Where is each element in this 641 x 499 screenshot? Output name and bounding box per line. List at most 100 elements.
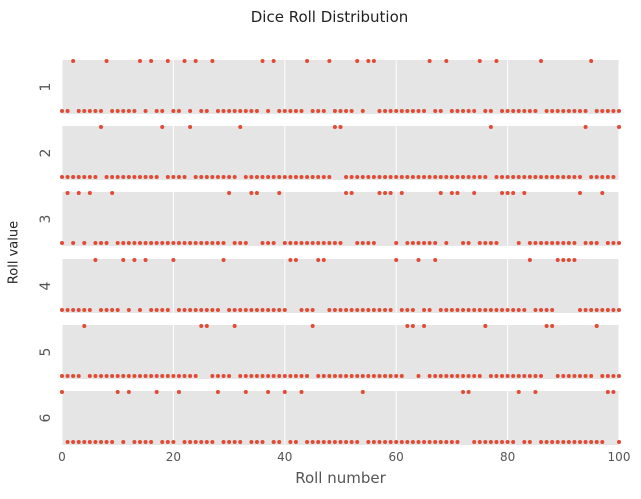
roll-point-68-panel-5 xyxy=(438,374,443,378)
roll-point-66-panel-2 xyxy=(427,175,432,179)
roll-point-11-panel-5 xyxy=(121,374,126,378)
roll-point-85-panel-6 xyxy=(533,390,538,394)
roll-point-72-panel-3 xyxy=(461,241,466,245)
roll-point-60-panel-6 xyxy=(394,440,399,444)
roll-point-19-panel-2 xyxy=(165,175,170,179)
roll-point-77-panel-2 xyxy=(488,125,493,129)
roll-point-49-panel-3 xyxy=(332,241,337,245)
roll-point-3-panel-1 xyxy=(76,109,81,113)
roll-point-71-panel-4 xyxy=(455,308,460,312)
roll-point-67-panel-3 xyxy=(433,241,438,245)
roll-point-54-panel-1 xyxy=(360,109,365,113)
roll-point-83-panel-4 xyxy=(522,308,527,312)
roll-point-26-panel-4 xyxy=(204,308,209,312)
roll-point-7-panel-5 xyxy=(98,374,103,378)
roll-point-94-panel-3 xyxy=(583,241,588,245)
roll-point-90-panel-4 xyxy=(561,258,566,262)
roll-point-42-panel-4 xyxy=(293,258,298,262)
roll-point-90-panel-3 xyxy=(561,241,566,245)
roll-point-56-panel-6 xyxy=(371,440,376,444)
roll-point-100-panel-5 xyxy=(617,374,621,378)
roll-point-29-panel-4 xyxy=(221,258,226,262)
roll-point-76-panel-2 xyxy=(483,175,488,179)
roll-point-17-panel-6 xyxy=(154,390,159,394)
roll-point-34-panel-3 xyxy=(249,191,254,195)
roll-point-65-panel-5 xyxy=(422,324,427,328)
roll-point-41-panel-6 xyxy=(288,440,293,444)
roll-point-55-panel-2 xyxy=(366,175,371,179)
roll-point-71-panel-2 xyxy=(455,175,460,179)
roll-point-15-panel-4 xyxy=(143,258,148,262)
roll-point-100-panel-2 xyxy=(617,125,621,129)
roll-point-25-panel-4 xyxy=(199,308,204,312)
roll-point-29-panel-3 xyxy=(221,241,226,245)
roll-point-63-panel-3 xyxy=(410,241,415,245)
roll-point-51-panel-1 xyxy=(344,109,349,113)
roll-point-99-panel-1 xyxy=(611,109,616,113)
roll-point-26-panel-2 xyxy=(204,175,209,179)
roll-point-94-panel-2 xyxy=(583,125,588,129)
roll-point-61-panel-1 xyxy=(399,109,404,113)
roll-point-51-panel-5 xyxy=(344,374,349,378)
roll-point-52-panel-4 xyxy=(349,308,354,312)
roll-point-94-panel-6 xyxy=(583,440,588,444)
roll-point-46-panel-3 xyxy=(316,241,321,245)
roll-point-44-panel-2 xyxy=(305,175,310,179)
roll-point-1-panel-5 xyxy=(65,374,70,378)
roll-point-15-panel-1 xyxy=(143,109,148,113)
roll-point-0-panel-2 xyxy=(60,175,64,179)
roll-point-27-panel-4 xyxy=(210,308,215,312)
roll-point-5-panel-3 xyxy=(87,191,92,195)
roll-point-74-panel-6 xyxy=(472,440,477,444)
roll-point-41-panel-4 xyxy=(288,258,293,262)
roll-point-22-panel-4 xyxy=(182,308,187,312)
roll-point-18-panel-3 xyxy=(160,241,165,245)
roll-point-31-panel-1 xyxy=(232,109,237,113)
roll-point-7-panel-6 xyxy=(98,440,103,444)
roll-point-32-panel-4 xyxy=(238,308,243,312)
roll-point-89-panel-2 xyxy=(555,175,560,179)
roll-point-87-panel-2 xyxy=(544,175,549,179)
roll-point-26-panel-1 xyxy=(204,109,209,113)
roll-point-43-panel-1 xyxy=(299,109,304,113)
roll-point-87-panel-6 xyxy=(544,440,549,444)
roll-point-23-panel-3 xyxy=(188,241,193,245)
roll-point-56-panel-2 xyxy=(371,175,376,179)
roll-point-20-panel-1 xyxy=(171,109,176,113)
roll-point-25-panel-5 xyxy=(199,324,204,328)
roll-point-4-panel-3 xyxy=(82,241,87,245)
panel-4-label: 4 xyxy=(38,281,54,290)
roll-point-2-panel-5 xyxy=(71,374,76,378)
roll-point-82-panel-6 xyxy=(516,390,521,394)
roll-point-53-panel-3 xyxy=(355,241,360,245)
roll-point-66-panel-1 xyxy=(427,59,432,63)
roll-point-6-panel-6 xyxy=(93,440,98,444)
roll-point-42-panel-5 xyxy=(293,374,298,378)
roll-point-8-panel-5 xyxy=(104,374,109,378)
roll-point-56-panel-3 xyxy=(371,241,376,245)
roll-point-24-panel-3 xyxy=(193,241,198,245)
roll-point-79-panel-5 xyxy=(500,374,505,378)
panel-5-label: 5 xyxy=(38,348,54,357)
roll-point-13-panel-3 xyxy=(132,241,137,245)
roll-point-99-panel-2 xyxy=(611,175,616,179)
roll-point-42-panel-1 xyxy=(293,109,298,113)
roll-point-8-panel-2 xyxy=(104,175,109,179)
roll-point-93-panel-1 xyxy=(578,109,583,113)
roll-point-46-panel-6 xyxy=(316,440,321,444)
roll-point-37-panel-1 xyxy=(266,109,271,113)
roll-point-79-panel-2 xyxy=(500,175,505,179)
roll-point-67-panel-5 xyxy=(433,374,438,378)
roll-point-57-panel-2 xyxy=(377,175,382,179)
roll-point-92-panel-3 xyxy=(572,241,577,245)
roll-point-16-panel-6 xyxy=(149,440,154,444)
roll-point-13-panel-4 xyxy=(132,258,137,262)
roll-point-2-panel-4 xyxy=(71,308,76,312)
roll-point-86-panel-2 xyxy=(539,175,544,179)
roll-point-67-panel-6 xyxy=(433,440,438,444)
roll-point-89-panel-1 xyxy=(555,109,560,113)
roll-point-11-panel-3 xyxy=(121,241,126,245)
roll-point-33-panel-6 xyxy=(243,390,248,394)
roll-point-56-panel-4 xyxy=(371,308,376,312)
roll-point-62-panel-5 xyxy=(405,324,410,328)
